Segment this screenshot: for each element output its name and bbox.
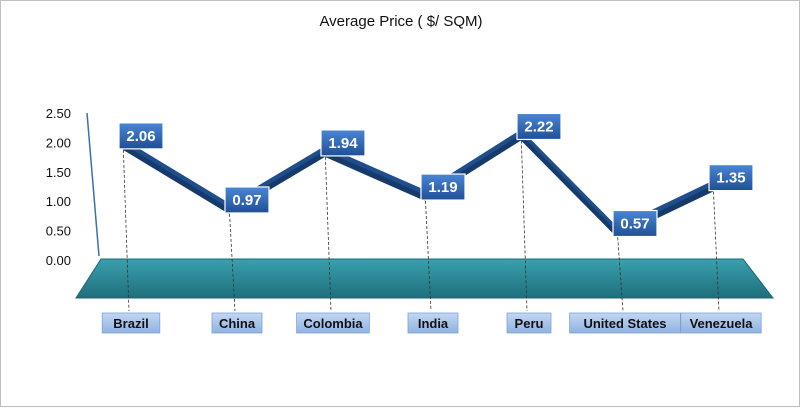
data-label-peru: 2.22 (524, 118, 553, 135)
drop-line-colombia (324, 146, 332, 312)
y-tick-2-00: 2.00 (46, 135, 71, 150)
data-label-box-venezuela (708, 164, 754, 192)
data-label-china: 0.97 (232, 192, 261, 209)
drop-line-india (424, 191, 432, 312)
category-label-venezuela: Venezuela (690, 316, 754, 331)
drop-line-venezuela (712, 181, 720, 312)
data-label-box-colombia (320, 129, 366, 157)
data-label-box-united-states (612, 209, 658, 238)
y-tick-0-00: 0.00 (46, 253, 71, 268)
y-tick-0-50: 0.50 (46, 224, 71, 239)
y-axis-ticks: 0.00 0.50 1.00 1.50 2.00 2.50 (46, 106, 71, 268)
y-axis-line (86, 112, 100, 257)
category-box-india (407, 312, 459, 334)
category-box-peru (506, 312, 552, 334)
category-label-brazil: Brazil (113, 316, 148, 331)
data-label-india: 1.19 (428, 179, 457, 196)
data-label-brazil: 2.06 (126, 128, 155, 145)
category-box-venezuela (680, 312, 762, 334)
data-label-box-peru (516, 112, 562, 141)
data-label-box-india (420, 173, 466, 201)
drop-line-united-states (616, 227, 624, 312)
chart-floor (75, 258, 775, 299)
category-box-colombia (296, 312, 370, 334)
drop-line-peru (520, 130, 528, 312)
category-box-united-states (569, 312, 681, 334)
category-label-peru: Peru (515, 316, 544, 331)
category-label-india: India (418, 316, 449, 331)
data-label-venezuela: 1.35 (716, 170, 745, 187)
data-label-colombia: 1.94 (328, 135, 358, 152)
y-tick-1-50: 1.50 (46, 165, 71, 180)
y-tick-1-00: 1.00 (46, 194, 71, 209)
category-box-brazil (101, 312, 161, 334)
category-label-colombia: Colombia (303, 316, 363, 331)
chart-title: Average Price ( $/ SQM) (319, 13, 482, 30)
category-label-china: China (219, 316, 256, 331)
data-label-united-states: 0.57 (620, 215, 649, 232)
data-label-box-china (224, 186, 270, 214)
category-box-china (211, 312, 263, 334)
y-tick-2-50: 2.50 (46, 106, 71, 121)
drop-line-china (228, 203, 236, 312)
ribbon-top-3 (325, 145, 425, 196)
drop-line-brazil (122, 139, 130, 312)
ribbon-top-5 (521, 129, 617, 232)
category-labels: Brazil China Colombia India Peru United State… (101, 312, 762, 334)
ribbon-top-1 (123, 138, 229, 208)
category-label-united-states: United States (583, 316, 666, 331)
data-labels: 2.06 0.97 1.94 1.19 2.22 0.57 1.35 (118, 112, 754, 238)
data-label-box-brazil (118, 122, 164, 150)
drop-lines (122, 130, 720, 312)
